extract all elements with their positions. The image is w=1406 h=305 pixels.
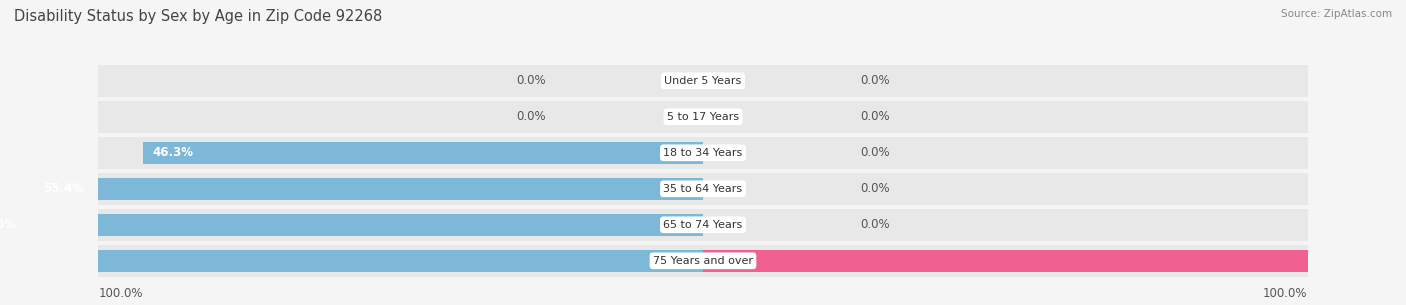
Text: 5 to 17 Years: 5 to 17 Years xyxy=(666,112,740,122)
Bar xyxy=(98,65,1308,97)
Text: 0.0%: 0.0% xyxy=(860,74,890,87)
Bar xyxy=(34,178,703,199)
Bar xyxy=(143,142,703,163)
Text: 65 to 74 Years: 65 to 74 Years xyxy=(664,220,742,230)
Bar xyxy=(0,250,703,271)
Bar xyxy=(98,245,1308,277)
Text: 46.3%: 46.3% xyxy=(153,146,194,159)
Text: 0.0%: 0.0% xyxy=(516,110,546,123)
Bar xyxy=(0,214,703,235)
Text: 100.0%: 100.0% xyxy=(1263,287,1308,300)
Text: 18 to 34 Years: 18 to 34 Years xyxy=(664,148,742,158)
Bar xyxy=(98,101,1308,133)
Text: 100.0%: 100.0% xyxy=(98,287,143,300)
Text: 0.0%: 0.0% xyxy=(516,74,546,87)
Text: 55.4%: 55.4% xyxy=(42,182,84,195)
Text: 0.0%: 0.0% xyxy=(860,218,890,231)
Text: 0.0%: 0.0% xyxy=(860,110,890,123)
Text: 0.0%: 0.0% xyxy=(860,182,890,195)
Bar xyxy=(98,173,1308,205)
Bar xyxy=(98,209,1308,241)
Bar xyxy=(98,137,1308,169)
Bar xyxy=(703,250,1406,271)
Text: Source: ZipAtlas.com: Source: ZipAtlas.com xyxy=(1281,9,1392,19)
Text: 75 Years and over: 75 Years and over xyxy=(652,256,754,266)
Text: Under 5 Years: Under 5 Years xyxy=(665,76,741,86)
Text: 0.0%: 0.0% xyxy=(860,146,890,159)
Text: 61.0%: 61.0% xyxy=(0,218,15,231)
Text: 35 to 64 Years: 35 to 64 Years xyxy=(664,184,742,194)
Text: Disability Status by Sex by Age in Zip Code 92268: Disability Status by Sex by Age in Zip C… xyxy=(14,9,382,24)
